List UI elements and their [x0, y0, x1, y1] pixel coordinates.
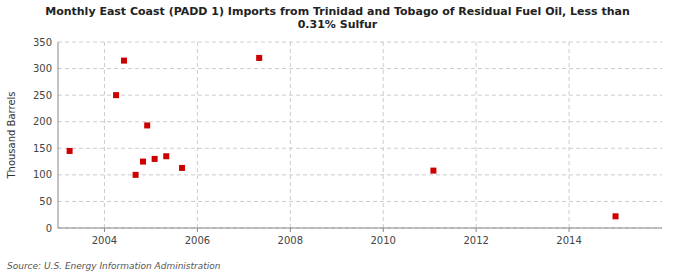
x-tick — [290, 228, 291, 232]
x-grid-line — [290, 42, 291, 228]
x-tick — [197, 228, 198, 232]
y-axis-label: Thousand Barrels — [6, 91, 17, 179]
y-tick-label: 50 — [39, 196, 52, 207]
point — [121, 58, 127, 64]
x-tick — [569, 228, 570, 232]
y-tick-label: 300 — [33, 63, 52, 74]
y-grid-line — [58, 174, 662, 175]
y-grid-line — [58, 148, 662, 149]
y-grid-line — [58, 228, 662, 229]
grid — [58, 42, 662, 228]
x-tick — [476, 228, 477, 232]
point — [67, 148, 73, 154]
x-tick-label: 2014 — [556, 235, 581, 246]
x-grid-line — [383, 42, 384, 228]
x-tick-label: 2012 — [463, 235, 488, 246]
point — [430, 168, 436, 174]
y-grid-line — [58, 121, 662, 122]
y-tick-label: 350 — [33, 37, 52, 48]
points — [67, 55, 619, 219]
y-tick-label: 100 — [33, 169, 52, 180]
title: Monthly East Coast (PADD 1) Imports from… — [45, 5, 630, 31]
point — [256, 55, 262, 61]
chart-container: Monthly East Coast (PADD 1) Imports from… — [0, 0, 675, 275]
y-tick-label: 200 — [33, 116, 52, 127]
x-tick — [104, 228, 105, 232]
source-note: Source: U.S. Energy Information Administ… — [7, 261, 221, 271]
x-grid-line — [104, 42, 105, 228]
y-grid-line — [58, 201, 662, 202]
point — [179, 165, 185, 171]
title-line: Monthly East Coast (PADD 1) Imports from… — [45, 5, 630, 18]
point — [144, 122, 150, 128]
point — [140, 159, 146, 165]
x-axis-line — [58, 228, 662, 229]
y-tick-label: 0 — [46, 223, 52, 234]
y-grid-line — [58, 95, 662, 96]
x-grid-line — [569, 42, 570, 228]
y-grid-line — [58, 68, 662, 69]
title-line: 0.31% Sulfur — [298, 18, 378, 31]
chart: Monthly East Coast (PADD 1) Imports from… — [0, 0, 675, 275]
x-tick-label: 2004 — [92, 235, 117, 246]
x-grid-line — [197, 42, 198, 228]
point — [613, 213, 619, 219]
y-tick-label: 150 — [33, 143, 52, 154]
point — [113, 92, 119, 98]
y-grid-line — [58, 42, 662, 43]
x-tick-label: 2006 — [185, 235, 210, 246]
point — [152, 156, 158, 162]
x-tick — [383, 228, 384, 232]
x-tick-label: 2008 — [278, 235, 303, 246]
y-tick-label: 250 — [33, 90, 52, 101]
y-axis-line — [58, 42, 59, 228]
x-grid-line — [476, 42, 477, 228]
point — [163, 153, 169, 159]
x-tick-label: 2010 — [371, 235, 396, 246]
point — [133, 172, 139, 178]
